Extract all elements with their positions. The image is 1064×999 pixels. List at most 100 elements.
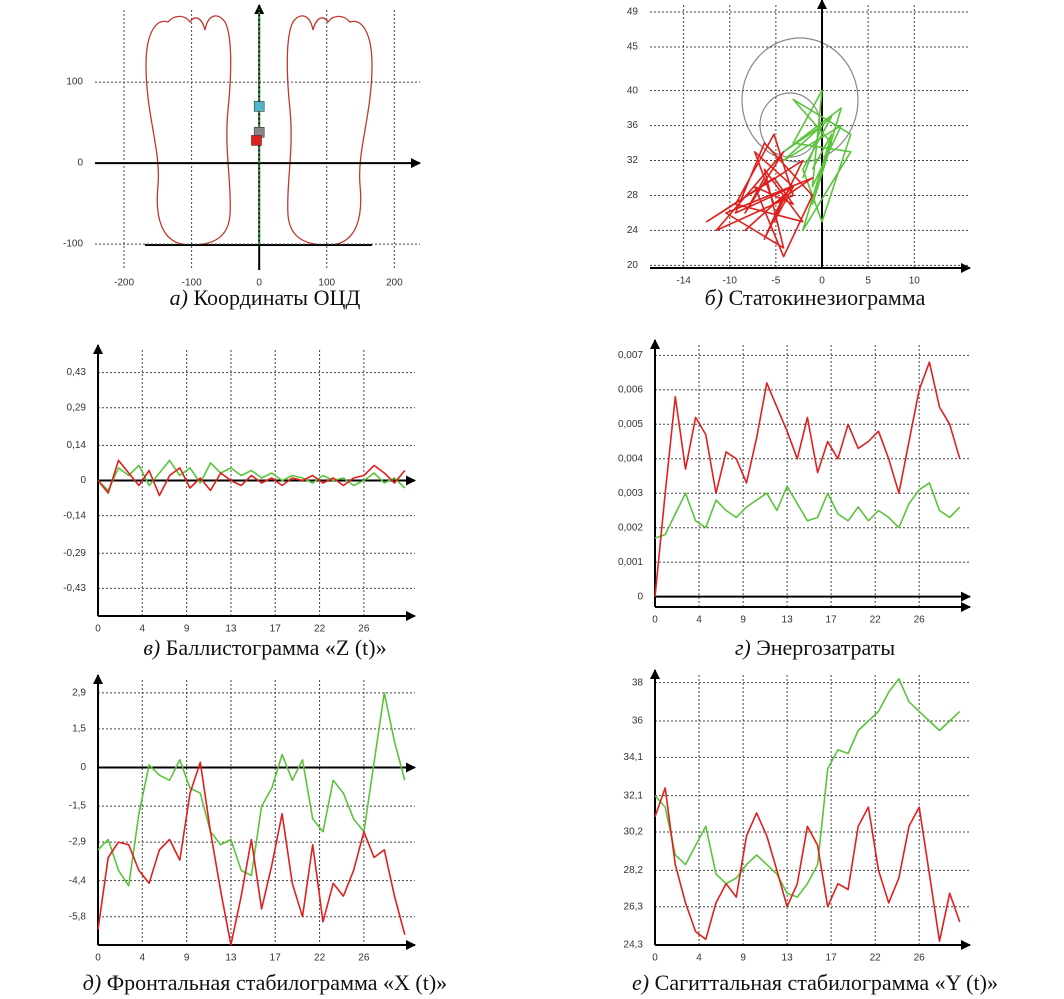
marker xyxy=(251,135,262,146)
caption-text: Энергозатраты xyxy=(756,635,895,660)
y-tick-label: -100 xyxy=(63,239,83,250)
y-tick-label: 2,9 xyxy=(72,688,86,699)
y-tick-label: 1,5 xyxy=(72,724,86,735)
x-tick-label: 0 xyxy=(95,624,101,635)
y-tick-label: 0,005 xyxy=(618,419,643,430)
x-tick-label: 17 xyxy=(270,624,282,635)
caption-text: Сагиттальная стабилограмма «Y (t)» xyxy=(655,970,998,995)
x-tick-label: 13 xyxy=(225,953,237,964)
x-tick-label: 0 xyxy=(652,615,658,626)
caption-text: Баллистограмма «Z (t)» xyxy=(166,635,387,660)
caption: б) Статокинезиограмма xyxy=(705,285,926,310)
y-tick-label: -5,8 xyxy=(69,911,87,922)
y-tick-label: 0,43 xyxy=(67,367,87,378)
x-tick-label: 26 xyxy=(914,615,926,626)
x-tick-label: 22 xyxy=(314,624,326,635)
y-tick-label: -0,14 xyxy=(63,510,86,521)
caption-label: б) xyxy=(705,285,723,310)
x-tick-label: -5 xyxy=(771,276,780,287)
x-tick-label: 200 xyxy=(386,278,403,289)
caption: е) Сагиттальная стабилограмма «Y (t)» xyxy=(632,970,998,995)
x-tick-label: 17 xyxy=(826,615,838,626)
caption: а) Координаты ОЦД xyxy=(170,285,361,310)
x-tick-label: 13 xyxy=(225,624,237,635)
y-tick-label: 24,3 xyxy=(624,940,644,951)
x-tick-label: 26 xyxy=(358,953,370,964)
x-tick-label: 0 xyxy=(652,953,658,964)
series-line xyxy=(654,787,961,942)
caption-label: а) xyxy=(170,285,188,310)
series-line xyxy=(654,678,961,898)
y-tick-label: -2,9 xyxy=(69,837,87,848)
series-line xyxy=(705,133,814,258)
y-tick-label: 45 xyxy=(627,42,639,53)
x-tick-label: 17 xyxy=(826,953,838,964)
x-tick-label: 10 xyxy=(909,276,921,287)
y-tick-label: -4,4 xyxy=(69,875,87,886)
x-tick-label: 4 xyxy=(139,624,145,635)
series-line xyxy=(97,459,406,497)
x-tick-label: 4 xyxy=(696,953,702,964)
y-tick-label: 24 xyxy=(627,225,639,236)
series-line xyxy=(97,692,406,887)
y-tick-label: 32 xyxy=(627,155,639,166)
x-tick-label: 22 xyxy=(870,953,882,964)
caption: г) Энергозатраты xyxy=(735,635,896,660)
x-tick-label: 22 xyxy=(314,953,326,964)
x-tick-label: 13 xyxy=(782,953,794,964)
y-tick-label: 0,006 xyxy=(618,384,643,395)
x-tick-label: 22 xyxy=(870,615,882,626)
y-tick-label: 38 xyxy=(632,677,644,688)
x-tick-label: 26 xyxy=(914,953,926,964)
caption-label: е) xyxy=(632,970,649,995)
x-tick-label: 100 xyxy=(318,278,335,289)
y-tick-label: 34,1 xyxy=(624,752,644,763)
y-tick-label: 26,3 xyxy=(624,901,644,912)
series-line xyxy=(782,89,852,232)
y-tick-label: -1,5 xyxy=(69,801,87,812)
x-tick-label: 13 xyxy=(782,615,794,626)
x-tick-label: 5 xyxy=(865,276,871,287)
caption-label: д) xyxy=(83,970,101,995)
y-tick-label: 0 xyxy=(77,158,83,169)
y-tick-label: -0,43 xyxy=(63,583,86,594)
caption-text: Статокинезиограмма xyxy=(729,285,926,310)
x-tick-label: 0 xyxy=(256,278,262,289)
y-tick-label: 0 xyxy=(637,591,643,602)
series-line xyxy=(654,361,961,597)
y-tick-label: 0,29 xyxy=(67,402,87,413)
y-tick-label: 0,001 xyxy=(618,557,643,568)
x-tick-label: -10 xyxy=(723,276,738,287)
y-tick-label: 49 xyxy=(627,7,639,18)
x-tick-label: 4 xyxy=(139,953,145,964)
y-tick-label: 28,2 xyxy=(624,865,644,876)
x-tick-label: 9 xyxy=(184,953,190,964)
x-tick-label: 9 xyxy=(184,624,190,635)
right-foot xyxy=(286,15,373,246)
y-tick-label: 100 xyxy=(66,77,83,88)
series-line xyxy=(97,459,406,492)
x-tick-label: -100 xyxy=(182,278,202,289)
left-foot xyxy=(145,15,232,246)
y-tick-label: 0,007 xyxy=(618,350,643,361)
caption-label: г) xyxy=(735,635,751,660)
x-tick-label: 4 xyxy=(696,615,702,626)
caption-text: Фронтальная стабилограмма «X (t)» xyxy=(107,970,447,995)
x-tick-label: 9 xyxy=(740,615,746,626)
x-tick-label: 0 xyxy=(95,953,101,964)
y-tick-label: 40 xyxy=(627,85,639,96)
y-tick-label: 30,2 xyxy=(624,827,644,838)
y-tick-label: 0,002 xyxy=(618,522,643,533)
x-tick-label: -14 xyxy=(676,276,691,287)
y-tick-label: 0 xyxy=(80,475,86,486)
y-tick-label: 36 xyxy=(632,716,644,727)
series-line xyxy=(654,482,961,539)
y-tick-label: 0,14 xyxy=(67,440,87,451)
y-tick-label: 32,1 xyxy=(624,790,644,801)
x-tick-label: 17 xyxy=(270,953,282,964)
y-tick-label: -0,29 xyxy=(63,548,86,559)
y-tick-label: 20 xyxy=(627,260,639,271)
x-tick-label: 26 xyxy=(358,624,370,635)
y-tick-label: 0,003 xyxy=(618,488,643,499)
caption: д) Фронтальная стабилограмма «X (t)» xyxy=(83,970,447,995)
